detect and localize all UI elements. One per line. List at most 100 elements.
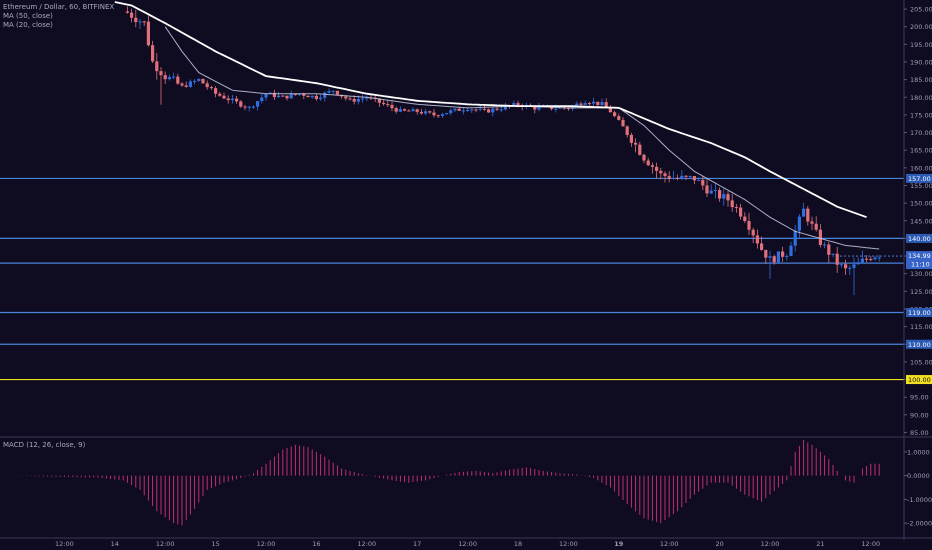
candle: [377, 98, 381, 107]
macd-tick-label: 1.0000: [907, 448, 930, 456]
candle: [705, 179, 709, 197]
candle: [587, 101, 591, 106]
candle-body: [827, 244, 831, 255]
time-tick-label: 12:00: [861, 540, 880, 548]
candle-body: [789, 245, 793, 257]
candle-body: [608, 107, 612, 113]
candle-body: [583, 103, 587, 105]
candle-body: [436, 115, 440, 117]
candle-body: [172, 76, 176, 78]
candle-body: [751, 229, 755, 236]
candle-body: [709, 190, 713, 194]
level-tag-bg: [906, 308, 932, 318]
level-tag-bg: [906, 375, 932, 385]
time-tick-label: 18: [514, 540, 522, 548]
candle: [214, 86, 218, 98]
candle: [415, 108, 419, 115]
candle-body: [478, 108, 482, 110]
candle: [650, 162, 654, 174]
candle-body: [453, 108, 457, 111]
candle-body: [306, 95, 310, 98]
candle: [734, 204, 738, 213]
price-tick-label: 180.00: [910, 94, 932, 102]
candle: [856, 257, 860, 265]
candle-body: [667, 176, 671, 179]
candle: [453, 108, 457, 112]
candle-body: [415, 109, 419, 112]
candle-body: [684, 175, 688, 177]
candle-body: [575, 103, 579, 106]
candle: [823, 241, 827, 249]
candle-body: [209, 87, 213, 89]
candle: [776, 251, 780, 263]
candle: [180, 82, 184, 87]
candle: [230, 94, 234, 104]
candle: [365, 95, 369, 102]
price-tick-label: 150.00: [910, 200, 932, 208]
time-tick-label: 21: [816, 540, 824, 548]
candle-body: [474, 109, 478, 111]
candle: [264, 93, 268, 101]
candle: [176, 73, 180, 85]
price-tick-label: 185.00: [910, 76, 932, 84]
candle-body: [125, 11, 129, 13]
candle: [722, 188, 726, 206]
price-tick-label: 85.00: [910, 429, 929, 437]
candle: [382, 100, 386, 106]
candle: [621, 116, 625, 127]
candle-body: [739, 207, 743, 217]
candle: [739, 203, 743, 220]
candle: [487, 108, 491, 113]
candle-body: [159, 71, 163, 76]
candle-body: [852, 264, 856, 268]
candle: [642, 153, 646, 164]
level-tag-label: 100.00: [908, 376, 931, 384]
candle: [827, 241, 831, 263]
candle-body: [302, 93, 306, 96]
moving-averages: [114, 1, 880, 250]
candle: [138, 18, 142, 29]
candle-body: [810, 221, 814, 224]
time-tick-label: 12:00: [55, 540, 74, 548]
candle-body: [457, 108, 461, 111]
candle-body: [390, 104, 394, 109]
candle-body: [495, 108, 499, 110]
candle: [432, 108, 436, 118]
candle-body: [289, 93, 293, 99]
candle: [818, 224, 822, 248]
horizontal-levels: [0, 177, 904, 381]
candle: [134, 9, 138, 28]
candle-body: [440, 114, 444, 116]
candle: [583, 100, 587, 106]
candle: [251, 105, 255, 110]
candle: [361, 94, 365, 103]
candle-body: [449, 110, 453, 114]
candle: [844, 259, 848, 276]
candle-body: [319, 97, 323, 100]
candle: [348, 96, 352, 101]
candle: [184, 81, 188, 88]
candle: [314, 93, 318, 101]
candle: [789, 241, 793, 257]
candle: [163, 71, 167, 85]
time-tick-label: 19: [614, 540, 624, 548]
candle-body: [663, 173, 667, 177]
candle-body: [592, 101, 596, 104]
candle-body: [138, 21, 142, 23]
candle: [142, 20, 146, 27]
candle-body: [701, 179, 705, 186]
candle: [617, 113, 621, 121]
candle: [235, 96, 239, 104]
ma20-line: [164, 26, 880, 250]
candle-body: [793, 230, 797, 246]
level-tag-label: 140.00: [908, 235, 931, 243]
price-tick-label: 90.00: [910, 411, 929, 419]
candle: [155, 53, 159, 80]
candle-body: [167, 77, 171, 80]
candle: [428, 110, 432, 114]
candle-body: [621, 119, 625, 127]
candle: [713, 183, 717, 199]
candle: [638, 141, 642, 156]
current-price-value: 134.99: [908, 252, 931, 260]
